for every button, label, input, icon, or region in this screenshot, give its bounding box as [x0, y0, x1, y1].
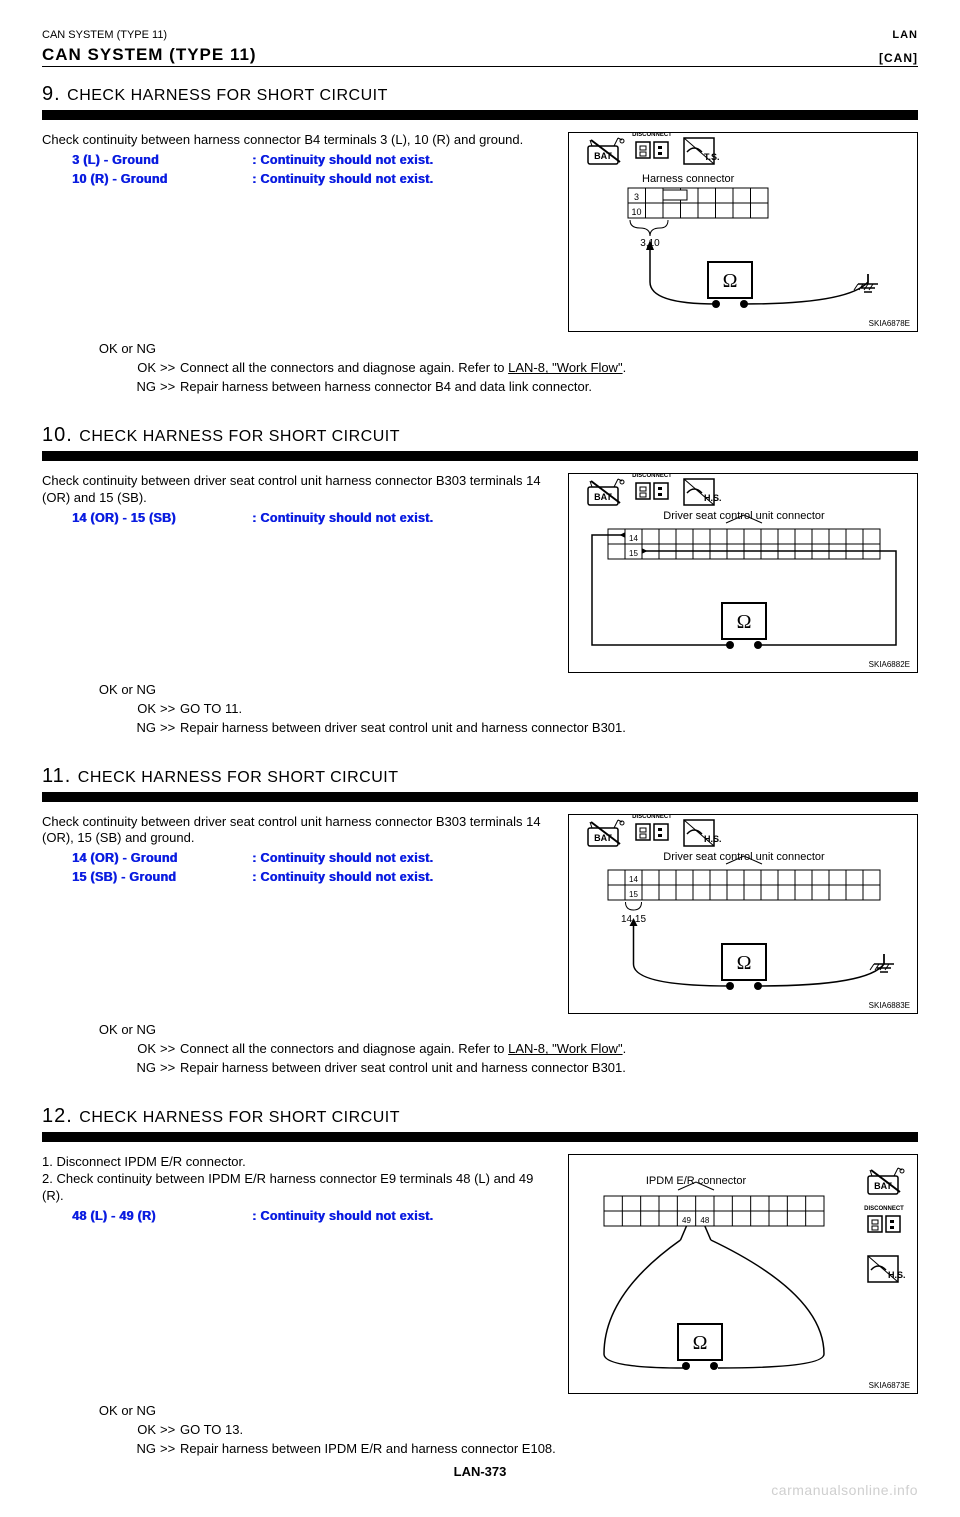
step-intro: Check continuity between driver seat con…	[42, 814, 554, 848]
svg-text:DISCONNECT: DISCONNECT	[632, 132, 672, 138]
section-header: CAN SYSTEM (TYPE 11)	[42, 44, 257, 66]
svg-text:3: 3	[634, 192, 639, 202]
svg-text:DISCONNECT: DISCONNECT	[632, 814, 672, 820]
check-left: 10 (R) - Ground	[72, 171, 252, 187]
svg-text:H.S.: H.S.	[704, 834, 722, 844]
svg-text:48: 48	[700, 1216, 709, 1225]
step-intro: Check continuity between driver seat con…	[42, 473, 554, 507]
svg-text:10: 10	[631, 207, 641, 217]
okng-line: OK>>Connect all the connectors and diagn…	[42, 1041, 918, 1058]
svg-text:BAT: BAT	[594, 151, 612, 161]
step-content: Check continuity between harness connect…	[42, 132, 918, 337]
svg-text:BAT: BAT	[874, 1181, 892, 1191]
watermark: carmanualsonline.info	[42, 1481, 918, 1499]
check-grid: 48 (L) - 49 (R): Continuity should not e…	[72, 1208, 554, 1224]
step-heading: 11. CHECK HARNESS FOR SHORT CIRCUIT	[42, 763, 918, 789]
svg-text:Ω: Ω	[693, 1332, 708, 1354]
okng-line: NG>>Repair harness between IPDM E/R and …	[42, 1441, 918, 1458]
check-right: : Continuity should not exist.	[252, 850, 554, 866]
okng-line: OK or NG	[42, 341, 918, 358]
svg-text:SKIA6883E: SKIA6883E	[869, 1001, 910, 1010]
svg-text:SKIA6882E: SKIA6882E	[869, 660, 910, 669]
svg-text:Harness connector: Harness connector	[642, 173, 735, 185]
svg-text:H.S.: H.S.	[704, 493, 722, 503]
svg-text:Ω: Ω	[737, 952, 752, 974]
okng-line: OK or NG	[42, 1022, 918, 1039]
svg-text:Ω: Ω	[723, 270, 738, 292]
svg-text:SKIA6873E: SKIA6873E	[869, 1381, 910, 1390]
okng-block: OK or NG OK>>Connect all the connectors a…	[42, 341, 918, 396]
okng-line: OK>>GO TO 13.	[42, 1422, 918, 1439]
svg-text:T.S.: T.S.	[704, 152, 720, 162]
check-right: : Continuity should not exist.	[252, 1208, 554, 1224]
svg-text:IPDM E/R connector: IPDM E/R connector	[646, 1175, 747, 1187]
diagram: BAT DISCONNECT H.S. Driver seat control uni…	[568, 473, 918, 673]
step-content: Check continuity between driver seat con…	[42, 473, 918, 678]
check-right: : Continuity should not exist.	[252, 869, 554, 885]
step-heading: 12. CHECK HARNESS FOR SHORT CIRCUIT	[42, 1103, 918, 1129]
okng-line: NG>>Repair harness between driver seat c…	[42, 720, 918, 737]
svg-text:49: 49	[682, 1216, 691, 1225]
svg-text:H.S.: H.S.	[888, 1270, 906, 1280]
svg-text:BAT: BAT	[594, 833, 612, 843]
svg-text:DISCONNECT: DISCONNECT	[632, 473, 672, 479]
svg-text:15: 15	[629, 890, 638, 899]
check-right: : Continuity should not exist.	[252, 171, 554, 187]
check-left: 3 (L) - Ground	[72, 152, 252, 168]
step-content: Check continuity between driver seat con…	[42, 814, 918, 1019]
check-left: 15 (SB) - Ground	[72, 869, 252, 885]
okng-block: OK or NG OK>>Connect all the connectors a…	[42, 1022, 918, 1077]
check-left: 14 (OR) - Ground	[72, 850, 252, 866]
section-left: CAN SYSTEM (TYPE 11)	[42, 28, 167, 42]
diagram: BAT DISCONNECT H.S. IPDM E/R connector 49 48 Ω…	[568, 1154, 918, 1394]
svg-text:BAT: BAT	[594, 492, 612, 502]
section-right: LAN	[892, 28, 918, 42]
check-left: 14 (OR) - 15 (SB)	[72, 510, 252, 526]
okng-block: OK or NG OK>>GO TO 13. NG>>Repair harness …	[42, 1403, 918, 1458]
svg-text:Driver seat control unit conne: Driver seat control unit connector	[663, 510, 825, 522]
okng-line: NG>>Repair harness between harness conne…	[42, 379, 918, 396]
svg-text:14: 14	[629, 534, 638, 543]
svg-text:DISCONNECT: DISCONNECT	[864, 1206, 904, 1212]
okng-block: OK or NG OK>>GO TO 11. NG>>Repair harness …	[42, 682, 918, 737]
check-grid: 14 (OR) - Ground: Continuity should not …	[72, 850, 554, 885]
step-heading: 9. CHECK HARNESS FOR SHORT CIRCUIT	[42, 81, 918, 107]
step-rule	[42, 110, 918, 120]
okng-line: NG>>Repair harness between driver seat c…	[42, 1060, 918, 1077]
step-rule	[42, 451, 918, 461]
okng-line: OK or NG	[42, 1403, 918, 1420]
step-rule	[42, 1132, 918, 1142]
svg-text:Driver seat control unit conne: Driver seat control unit connector	[663, 851, 825, 863]
svg-text:15: 15	[629, 549, 638, 558]
okng-line: OK>>Connect all the connectors and diagn…	[42, 360, 918, 377]
section-tag: [CAN]	[879, 51, 918, 67]
step-intro: Check continuity between harness connect…	[42, 132, 554, 149]
check-left: 48 (L) - 49 (R)	[72, 1208, 252, 1224]
check-right: : Continuity should not exist.	[252, 152, 554, 168]
step-content: 1. Disconnect IPDM E/R connector.2. Chec…	[42, 1154, 918, 1399]
svg-text:SKIA6878E: SKIA6878E	[869, 319, 910, 328]
check-grid: 3 (L) - Ground: Continuity should not ex…	[72, 152, 554, 187]
step-heading: 10. CHECK HARNESS FOR SHORT CIRCUIT	[42, 422, 918, 448]
step-rule	[42, 792, 918, 802]
check-right: : Continuity should not exist.	[252, 510, 554, 526]
diagram: BAT DISCONNECT H.S. Driver seat control uni…	[568, 814, 918, 1014]
svg-text:Ω: Ω	[737, 611, 752, 633]
check-grid: 14 (OR) - 15 (SB): Continuity should not…	[72, 510, 554, 526]
okng-line: OK or NG	[42, 682, 918, 699]
okng-line: OK>>GO TO 11.	[42, 701, 918, 718]
svg-text:14: 14	[629, 875, 638, 884]
step-intro: 1. Disconnect IPDM E/R connector.2. Chec…	[42, 1154, 554, 1205]
page-number: LAN-373	[42, 1464, 918, 1481]
diagram: BATDISCONNECTT.S.Harness connector3103,1…	[568, 132, 918, 332]
